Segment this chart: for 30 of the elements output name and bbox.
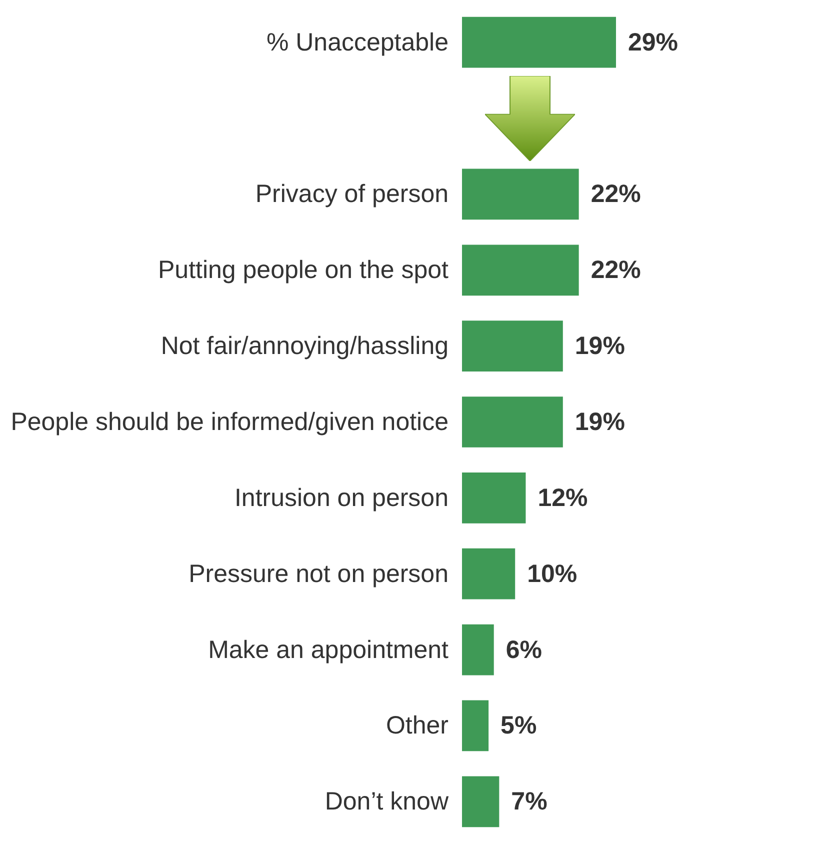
y-tick-label: % Unacceptable (266, 28, 448, 56)
data-label: 29% (628, 28, 678, 56)
data-label: 6% (506, 636, 542, 664)
bar (462, 16, 616, 68)
y-tick-label: Putting people on the spot (158, 256, 449, 284)
bar (462, 700, 489, 752)
y-tick-label: Don’t know (324, 788, 450, 816)
bar (462, 548, 516, 600)
y-tick-label: Make an appointment (208, 636, 449, 664)
data-label: 22% (590, 180, 641, 208)
bar (462, 396, 563, 448)
y-tick-label: People should be informed/given notice (10, 408, 448, 436)
y-tick-label: Pressure not on person (188, 560, 448, 588)
bar (462, 320, 563, 372)
y-tick-label: Privacy of person (255, 180, 448, 208)
y-tick-label: Not fair/annoying/hassling (160, 332, 448, 360)
y-tick-label: Intrusion on person (234, 484, 448, 512)
bar (462, 776, 500, 828)
bar (462, 168, 579, 220)
bar (462, 472, 526, 524)
bar (462, 244, 579, 296)
y-tick-label: Other (386, 712, 448, 740)
data-label: 19% (574, 408, 625, 436)
data-label: 7% (511, 788, 548, 816)
data-label: 10% (527, 560, 578, 588)
data-label: 22% (590, 256, 641, 284)
data-label: 12% (538, 484, 588, 512)
bar (462, 624, 494, 676)
data-label: 5% (500, 712, 537, 740)
data-label: 19% (574, 332, 625, 360)
